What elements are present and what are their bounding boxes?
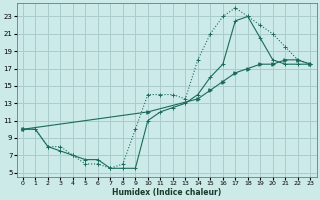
X-axis label: Humidex (Indice chaleur): Humidex (Indice chaleur) (112, 188, 221, 197)
